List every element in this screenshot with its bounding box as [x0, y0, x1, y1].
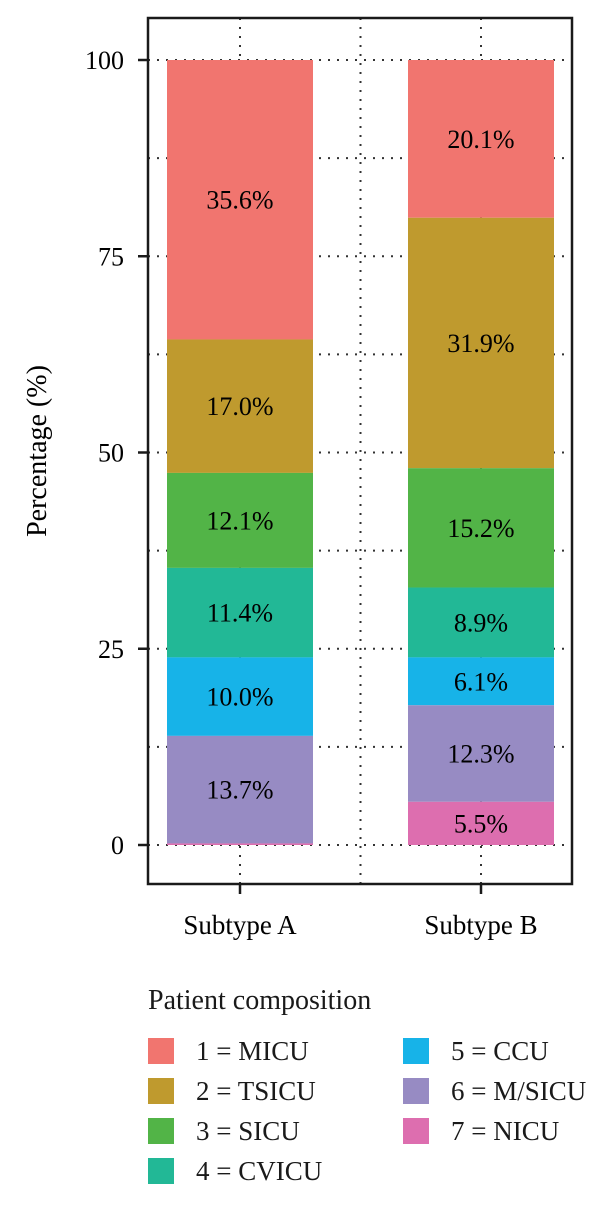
y-axis: 0 25 50 75 100: [85, 46, 148, 860]
plot-frame: [146, 16, 574, 886]
bar-segment: [408, 657, 554, 706]
bar-segment: [167, 567, 313, 658]
segment-value-label: 8.9%: [454, 608, 508, 637]
y-tick-label: 25: [98, 635, 124, 664]
segment-value-label: 15.2%: [447, 514, 514, 543]
legend-item: 6 = M/SICU: [403, 1071, 588, 1111]
legend-item: 5 = CCU: [403, 1031, 588, 1071]
bar-segment: [167, 735, 313, 844]
legend-label: 6 = M/SICU: [451, 1075, 587, 1106]
segment-labels: 35.6% 17.0% 12.1% 11.4% 10.0% 13.7% 20.1% 31.9%…: [206, 125, 514, 839]
legend-item: 2 = TSICU: [148, 1071, 403, 1111]
bar-segment: [408, 801, 554, 845]
y-tick-label: 0: [111, 831, 124, 860]
bar-segment: [167, 472, 313, 568]
legend-swatch: [148, 1038, 174, 1064]
legend-label: 2 = TSICU: [196, 1075, 316, 1106]
segment-value-label: 12.3%: [447, 740, 514, 769]
x-axis: Subtype A Subtype B: [183, 884, 538, 940]
bar-segment: [408, 60, 554, 218]
legend-label: 5 = CCU: [451, 1035, 549, 1066]
segment-value-label: 17.0%: [206, 392, 273, 421]
segment-value-label: 20.1%: [447, 125, 514, 154]
segment-value-label: 35.6%: [206, 186, 273, 215]
legend-title: Patient composition: [148, 985, 372, 1016]
legend: Patient composition 1 = MICU 2 = TSICU 3 =…: [148, 985, 588, 1191]
segment-value-label: 10.0%: [206, 683, 273, 712]
legend-swatch: [403, 1078, 429, 1104]
legend-swatch: [148, 1158, 174, 1184]
legend-label: 3 = SICU: [196, 1115, 300, 1146]
legend-item: 3 = SICU: [148, 1111, 403, 1151]
stacked-bar-chart: 35.6% 17.0% 12.1% 11.4% 10.0% 13.7% 20.1% 31.9%…: [22, 16, 574, 940]
y-tick-label: 50: [98, 439, 124, 468]
segment-value-label: 11.4%: [207, 599, 273, 628]
legend-swatch: [403, 1118, 429, 1144]
legend-label: 7 = NICU: [451, 1115, 560, 1146]
bar-segment: [408, 217, 554, 469]
segment-value-label: 13.7%: [206, 776, 273, 805]
y-tick-label: 75: [98, 242, 124, 271]
bar-segment: [408, 468, 554, 588]
segment-value-label: 12.1%: [206, 506, 273, 535]
legend-swatch: [148, 1078, 174, 1104]
bar-segment: [408, 587, 554, 658]
x-tick-label: Subtype B: [424, 910, 537, 940]
legend-item: 7 = NICU: [403, 1111, 588, 1151]
segment-value-label: 6.1%: [454, 667, 508, 696]
x-tick-label: Subtype A: [183, 910, 297, 940]
bar-segment: [167, 60, 313, 340]
bar-segment: [167, 657, 313, 736]
legend-label: 4 = CVICU: [196, 1155, 323, 1186]
legend-items: 1 = MICU 2 = TSICU 3 = SICU 4 = CVICU 5 = CC…: [148, 1031, 588, 1191]
legend-label: 1 = MICU: [196, 1035, 309, 1066]
bar-segment: [167, 843, 313, 845]
bar-segment: [408, 705, 554, 802]
bar-segment: [167, 339, 313, 473]
y-tick-label: 100: [85, 46, 124, 75]
segment-value-label: 5.5%: [454, 809, 508, 838]
segment-value-label: 31.9%: [447, 329, 514, 358]
legend-swatch: [148, 1118, 174, 1144]
legend-item: 1 = MICU: [148, 1031, 403, 1071]
legend-swatch: [403, 1038, 429, 1064]
y-axis-label: Percentage (%): [22, 365, 53, 537]
bars: [167, 60, 554, 845]
legend-item: 4 = CVICU: [148, 1151, 403, 1191]
